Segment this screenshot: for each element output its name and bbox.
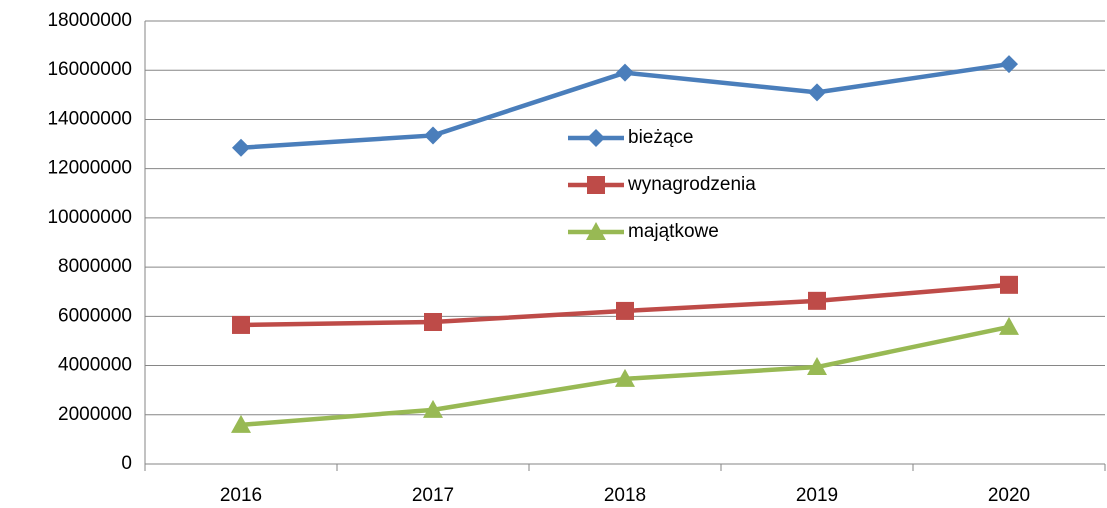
- marker: [807, 357, 827, 376]
- legend-label: majątkowe: [628, 221, 719, 242]
- legend-label: bieżące: [628, 127, 694, 148]
- marker: [231, 414, 251, 433]
- marker: [586, 222, 606, 240]
- x-tick-label: 2018: [604, 485, 646, 506]
- y-tick-label: 18000000: [47, 10, 132, 31]
- marker: [999, 316, 1019, 335]
- x-tick-label: 2020: [988, 485, 1030, 506]
- marker: [232, 315, 250, 334]
- y-tick-label: 6000000: [58, 305, 132, 326]
- marker: [1000, 275, 1018, 294]
- legend-label: wynagrodzenia: [627, 174, 756, 195]
- marker: [1000, 55, 1018, 74]
- y-tick-label: 4000000: [58, 355, 132, 376]
- y-tick-label: 14000000: [47, 108, 132, 129]
- marker: [616, 63, 634, 82]
- marker: [424, 126, 442, 145]
- y-tick-label: 0: [121, 453, 132, 474]
- x-tick-label: 2019: [796, 485, 838, 506]
- marker: [808, 291, 826, 310]
- x-tick-label: 2017: [412, 485, 454, 506]
- y-tick-label: 16000000: [47, 59, 132, 80]
- marker: [232, 138, 250, 157]
- marker: [616, 301, 634, 320]
- x-tick-label: 2016: [220, 485, 262, 506]
- marker: [424, 312, 442, 331]
- y-tick-label: 8000000: [58, 256, 132, 277]
- y-tick-label: 2000000: [58, 404, 132, 425]
- marker: [587, 176, 605, 194]
- marker: [587, 129, 605, 147]
- y-tick-label: 12000000: [47, 158, 132, 179]
- marker: [423, 399, 443, 418]
- y-tick-label: 10000000: [47, 207, 132, 228]
- marker: [615, 368, 635, 387]
- marker: [808, 83, 826, 102]
